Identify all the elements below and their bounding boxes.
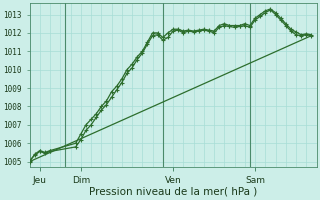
X-axis label: Pression niveau de la mer( hPa ): Pression niveau de la mer( hPa ) [89,187,257,197]
